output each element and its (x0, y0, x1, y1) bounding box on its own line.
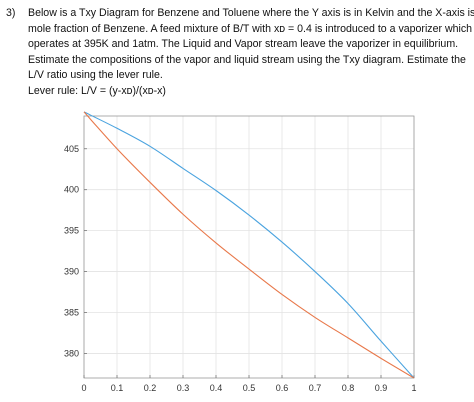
problem-body: Below is a Txy Diagram for Benzene and T… (28, 6, 474, 99)
y-tick-label: 400 (64, 185, 79, 195)
problem-line: L/V ratio using the lever rule. (28, 69, 163, 81)
y-tick-label: 395 (64, 226, 79, 236)
x-tick-label: 0.8 (342, 383, 355, 393)
y-tick-label: 380 (64, 348, 79, 358)
y-tick-label: 385 (64, 308, 79, 318)
lever-rule-line: Lever rule: L/V = (y-xᴅ)/(xᴅ-x) (28, 84, 166, 97)
x-tick-label: 0.9 (375, 383, 388, 393)
problem-line: mole fraction of Benzene. A feed mixture… (28, 22, 473, 35)
problem-number: 3) (6, 7, 16, 19)
x-tick-label: 0.1 (111, 383, 124, 393)
problem-line: Below is a Txy Diagram for Benzene and T… (28, 7, 474, 19)
grid-lines (83, 116, 415, 378)
tick-labels: 0 0.1 0.2 0.3 0.4 0.5 0.6 0.7 0.8 0.9 1 380 385 390 39… (64, 144, 417, 393)
x-tick-label: 0.7 (309, 383, 322, 393)
x-tick-label: 0.5 (243, 383, 256, 393)
y-tick-label: 390 (64, 267, 79, 277)
x-tick-label: 0.2 (144, 383, 157, 393)
problem-line: operates at 395K and 1atm. The Liquid an… (28, 38, 459, 50)
x-tick-label: 1 (411, 383, 416, 393)
x-tick-label: 0.4 (210, 383, 223, 393)
x-tick-label: 0 (81, 383, 86, 393)
bubble-point-curve (83, 111, 415, 379)
problem-statement: 3) Below is a Txy Diagram for Benzene an… (6, 6, 474, 99)
series-layer (83, 111, 415, 379)
x-tick-label: 0.6 (276, 383, 289, 393)
problem-line: Estimate the compositions of the vapor a… (28, 53, 466, 66)
y-tick-label: 405 (64, 144, 79, 154)
x-tick-label: 0.3 (177, 383, 190, 393)
dew-point-curve (83, 111, 415, 379)
